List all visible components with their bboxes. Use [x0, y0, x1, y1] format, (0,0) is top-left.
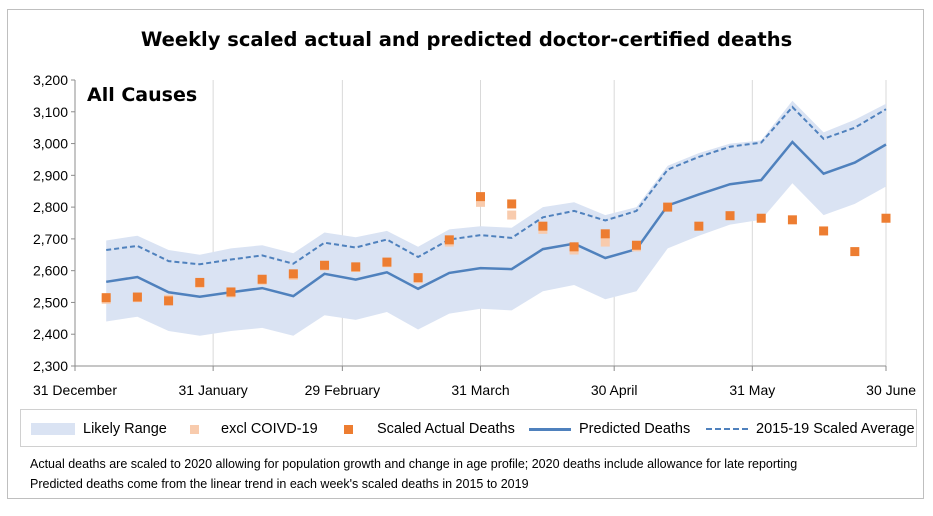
legend-label: excl COIVD-19: [221, 421, 318, 437]
x-tick-label: 31 January: [178, 382, 247, 398]
x-tick-label: 31 March: [451, 382, 509, 398]
y-tick-label: 3,100: [33, 104, 68, 120]
actual-death-point: [351, 262, 361, 272]
legend-swatch-band: [31, 423, 75, 435]
legend-label: 2015-19 Scaled Average: [756, 421, 915, 437]
predicted-line: [106, 140, 887, 298]
y-tick-label: 2,500: [33, 294, 68, 310]
actual-death-point: [850, 247, 860, 257]
excl-covid-point: [600, 237, 610, 247]
actual-death-point: [476, 192, 485, 202]
chart-title: Weekly scaled actual and predicted docto…: [140, 28, 793, 51]
actual-death-point: [756, 213, 766, 223]
actual-death-point: [507, 199, 517, 209]
actual-death-point: [600, 229, 610, 239]
x-tick-label: 29 February: [305, 382, 380, 398]
legend-swatch-dashed-line: [706, 428, 748, 430]
legend-item-predicted: Predicted Deaths: [529, 410, 690, 448]
actual-death-point: [226, 287, 236, 297]
excl-covid-point: [507, 210, 517, 220]
excl-covid-point: [476, 197, 485, 207]
y-tick-label: 2,800: [33, 199, 68, 215]
actual-death-point: [725, 211, 735, 221]
actual-death-point: [631, 240, 641, 250]
actual-death-point: [382, 257, 392, 267]
footnote-prediction: Predicted deaths come from the linear tr…: [30, 477, 529, 491]
actual-death-point: [413, 273, 423, 283]
legend-swatch-light-square: [190, 424, 199, 434]
actual-death-point: [819, 226, 829, 236]
panel-label: All Causes: [87, 84, 197, 106]
y-tick-label: 2,700: [33, 231, 68, 247]
actual-death-point: [320, 260, 330, 270]
y-tick-label: 3,200: [33, 72, 68, 88]
actual-death-point: [881, 213, 891, 223]
actual-death-point: [132, 292, 142, 302]
x-tick-label: 31 December: [33, 382, 117, 398]
x-tick-label: 31 May: [729, 382, 775, 398]
legend-label: Scaled Actual Deaths: [377, 421, 515, 437]
average-line: [106, 105, 887, 266]
legend-label: Likely Range: [83, 421, 167, 437]
actual-death-point: [569, 242, 579, 252]
legend-item-excl-covid: excl COIVD-19: [190, 410, 318, 448]
x-tick-label: 30 June: [866, 382, 916, 398]
legend-item-average: 2015-19 Scaled Average: [706, 410, 915, 448]
legend-item-scaled-actual: Scaled Actual Deaths: [344, 410, 515, 448]
actual-death-point: [195, 277, 205, 287]
actual-death-point: [164, 296, 174, 306]
actual-death-point: [101, 293, 111, 303]
legend-swatch-orange-square: [344, 424, 353, 434]
actual-death-point: [538, 221, 548, 231]
y-tick-label: 3,000: [33, 136, 68, 152]
chart-legend: Likely Range excl COIVD-19 Scaled Actual…: [20, 409, 917, 447]
legend-label: Predicted Deaths: [579, 421, 691, 437]
y-tick-label: 2,600: [33, 263, 68, 279]
y-tick-label: 2,900: [33, 167, 68, 183]
actual-death-point: [444, 235, 454, 245]
actual-death-point: [288, 269, 298, 279]
x-tick-label: 30 April: [591, 382, 638, 398]
legend-item-likely-range: Likely Range: [31, 410, 167, 448]
legend-swatch-solid-line: [529, 427, 571, 431]
actual-death-point: [694, 221, 704, 231]
footnote-scaling: Actual deaths are scaled to 2020 allowin…: [30, 457, 798, 471]
actual-death-point: [787, 215, 797, 225]
y-tick-label: 2,300: [33, 358, 68, 374]
actual-death-point: [257, 274, 267, 284]
actual-death-point: [663, 202, 673, 212]
y-tick-label: 2,400: [33, 326, 68, 342]
